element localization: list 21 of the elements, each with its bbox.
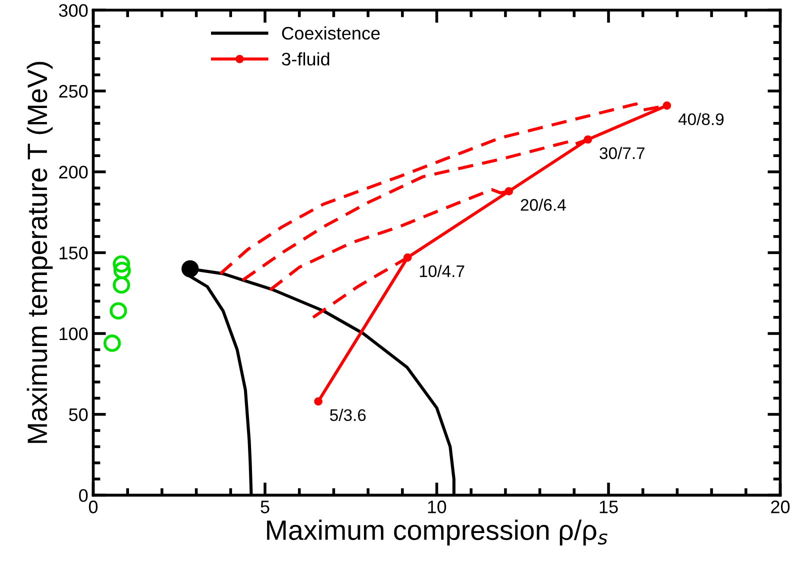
y-tick-label: 150 <box>60 246 88 260</box>
x-axis-title: Maximum compression ρ/ρ$_{s}$ <box>267 520 608 546</box>
x-tick-label: 5 <box>260 500 270 514</box>
y-axis-title: Maximum temperature T (MeV) <box>26 62 53 443</box>
legend-label: 3-fluid <box>282 52 330 66</box>
annotation: 20/6.4 <box>520 198 566 211</box>
y-tick-label: 250 <box>59 84 88 98</box>
annotation: 30/7.7 <box>600 146 645 160</box>
x-tick-label: 20 <box>771 500 790 514</box>
annotation: 10/4.7 <box>420 264 464 278</box>
x-tick-label: 0 <box>88 500 98 514</box>
annotation: 40/8.9 <box>678 112 724 126</box>
y-tick-label: 0 <box>79 489 88 502</box>
y-tick-label: 300 <box>58 4 88 17</box>
y-tick-label: 200 <box>59 166 88 179</box>
legend-label: Coexistence <box>282 26 380 40</box>
y-tick-label: 100 <box>60 327 88 340</box>
y-tick-label: 50 <box>69 408 88 422</box>
x-tick-label: 15 <box>600 500 618 514</box>
annotation: 5/3.6 <box>330 408 366 422</box>
x-tick-label: 10 <box>428 500 446 514</box>
